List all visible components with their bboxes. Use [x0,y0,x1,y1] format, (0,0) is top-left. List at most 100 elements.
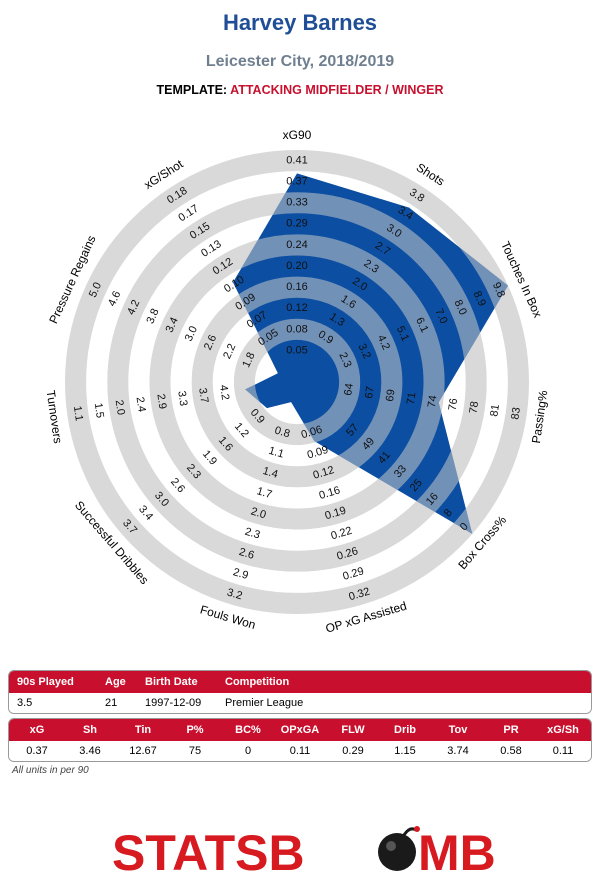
tick-label: 3.3 [175,390,189,407]
tick-label: 0.06 [300,424,324,442]
header-cell: Competition [225,676,290,688]
tick-label: 4.2 [217,384,231,401]
table-cell: 1997-12-09 [145,697,202,709]
table-cell: 3.74 [447,745,469,757]
tick-label: 76 [447,398,461,412]
tick-label: 7.0 [432,307,449,326]
tick-label: 0.37 [286,176,307,188]
stats-table-header: xG Sh Tin P% BC% OPxGA FLW Drib Tov PR x… [9,719,591,741]
tick-label: 3.2 [226,586,244,602]
tick-label: 6.1 [413,316,430,335]
tick-label: 2.0 [249,505,267,521]
table-cell: 0.11 [552,745,574,757]
tick-label: 83 [509,407,523,421]
header-cell: Drib [394,724,416,736]
tick-label: 2.4 [134,396,148,413]
header-cell: Sh [82,724,98,736]
logo-text-part2: MB [418,825,496,880]
tick-label: 1.8 [240,351,257,370]
tick-label: 0.19 [324,505,348,523]
radar-ring [65,150,529,614]
header-cell: FLW [341,724,365,736]
tick-label: 3.2 [356,342,373,361]
table-cell: 1.15 [394,745,416,757]
tick-label: 0.05 [286,344,307,356]
tick-label: 78 [467,401,481,415]
axis-label: Turnovers [44,389,65,444]
logo-text-part1: STATSB [112,825,305,880]
tick-label: 0.09 [306,444,330,462]
tick-label: 4.2 [125,298,142,317]
header-cell: Tin [134,724,152,736]
template-value: ATTACKING MIDFIELDER / WINGER [230,83,444,97]
statsbomb-logo: STATSB MB [112,825,496,880]
header-cell: Age [105,676,126,688]
table-cell: 0.11 [289,745,311,757]
header-cell: xG/Sh [547,724,579,736]
tick-label: 3.0 [183,324,200,343]
table-cell: 3.46 [79,745,101,757]
tick-label: 1.1 [267,445,285,461]
tick-label: 0.16 [318,484,342,502]
tick-label: 2.9 [154,393,168,410]
tick-label: 0.20 [286,260,307,272]
tick-label: 1.5 [92,402,106,419]
stats-table: xG Sh Tin P% BC% OPxGA FLW Drib Tov PR x… [8,718,592,762]
header-cell: xG [29,724,45,736]
header-cell: BC% [235,724,261,736]
tick-label: 8.0 [452,298,469,317]
info-table: 90s Played Age Birth Date Competition 3.… [8,670,592,714]
tick-label: 67 [363,386,377,400]
table-cell: 21 [105,697,118,709]
template-line: TEMPLATE: ATTACKING MIDFIELDER / WINGER [0,83,600,97]
table-row: 0.37 3.46 12.67 75 0 0.11 0.29 1.15 3.74… [9,741,591,761]
tick-label: 2.9 [232,566,250,582]
tick-label: 2.3 [336,351,353,370]
tick-label: 5.0 [87,281,104,300]
tick-label: 4.6 [106,289,123,308]
tick-label: 0.41 [286,154,307,166]
header-cell: PR [503,724,519,736]
team-season: Leicester City, 2018/2019 [205,53,395,70]
tick-label: 0.12 [286,302,307,314]
header-cell: Tov [448,724,468,736]
table-cell: 12.67 [129,745,157,757]
radar-chart: 0.05 0.08 0.12 0.16 0.20 0.24 0.29 0.33 0.37 0.41… [44,128,551,636]
table-cell: 0.58 [500,745,522,757]
tick-label: 1.1 [71,405,85,422]
axis-label: Passing% [529,389,551,444]
header-cell: 90s Played [17,676,74,688]
tick-label: 81 [488,404,502,418]
units-footnote: All units in per 90 [12,765,89,776]
tick-label: 0.08 [286,323,307,335]
tick-label: 0.29 [286,218,307,230]
tick-label: 4.2 [375,333,392,352]
tick-label: 2.6 [202,333,219,352]
table-cell: 0.37 [26,745,48,757]
header-cell: P% [186,724,204,736]
player-name: Harvey Barnes [222,10,378,35]
tick-label: 0.8 [273,424,291,440]
table-cell: 3.5 [17,697,33,709]
tick-label: 0.29 [341,565,365,583]
tick-label: 0.22 [330,525,354,543]
tick-label: 5.1 [394,324,411,343]
tick-label: 71 [405,392,419,406]
tick-label: 8.9 [471,289,488,308]
table-cell: Premier League [225,697,304,709]
tick-label: 3.4 [164,316,181,335]
table-cell: 0.29 [342,745,364,757]
tick-label: 0.26 [336,545,360,563]
tick-label: 3.7 [196,387,210,404]
template-label: TEMPLATE: [156,83,228,97]
tick-label: 0.32 [347,586,371,604]
tick-label: 69 [384,389,398,403]
header-cell: Birth Date [145,676,198,688]
info-table-header: 90s Played Age Birth Date Competition [9,671,591,693]
axis-label: xG90 [283,128,312,142]
tick-label: 2.3 [243,526,261,542]
radar-center [276,361,318,403]
table-row: 3.5 21 1997-12-09 Premier League [9,693,591,713]
bomb-icon [378,826,420,871]
table-cell: 75 [188,745,202,757]
